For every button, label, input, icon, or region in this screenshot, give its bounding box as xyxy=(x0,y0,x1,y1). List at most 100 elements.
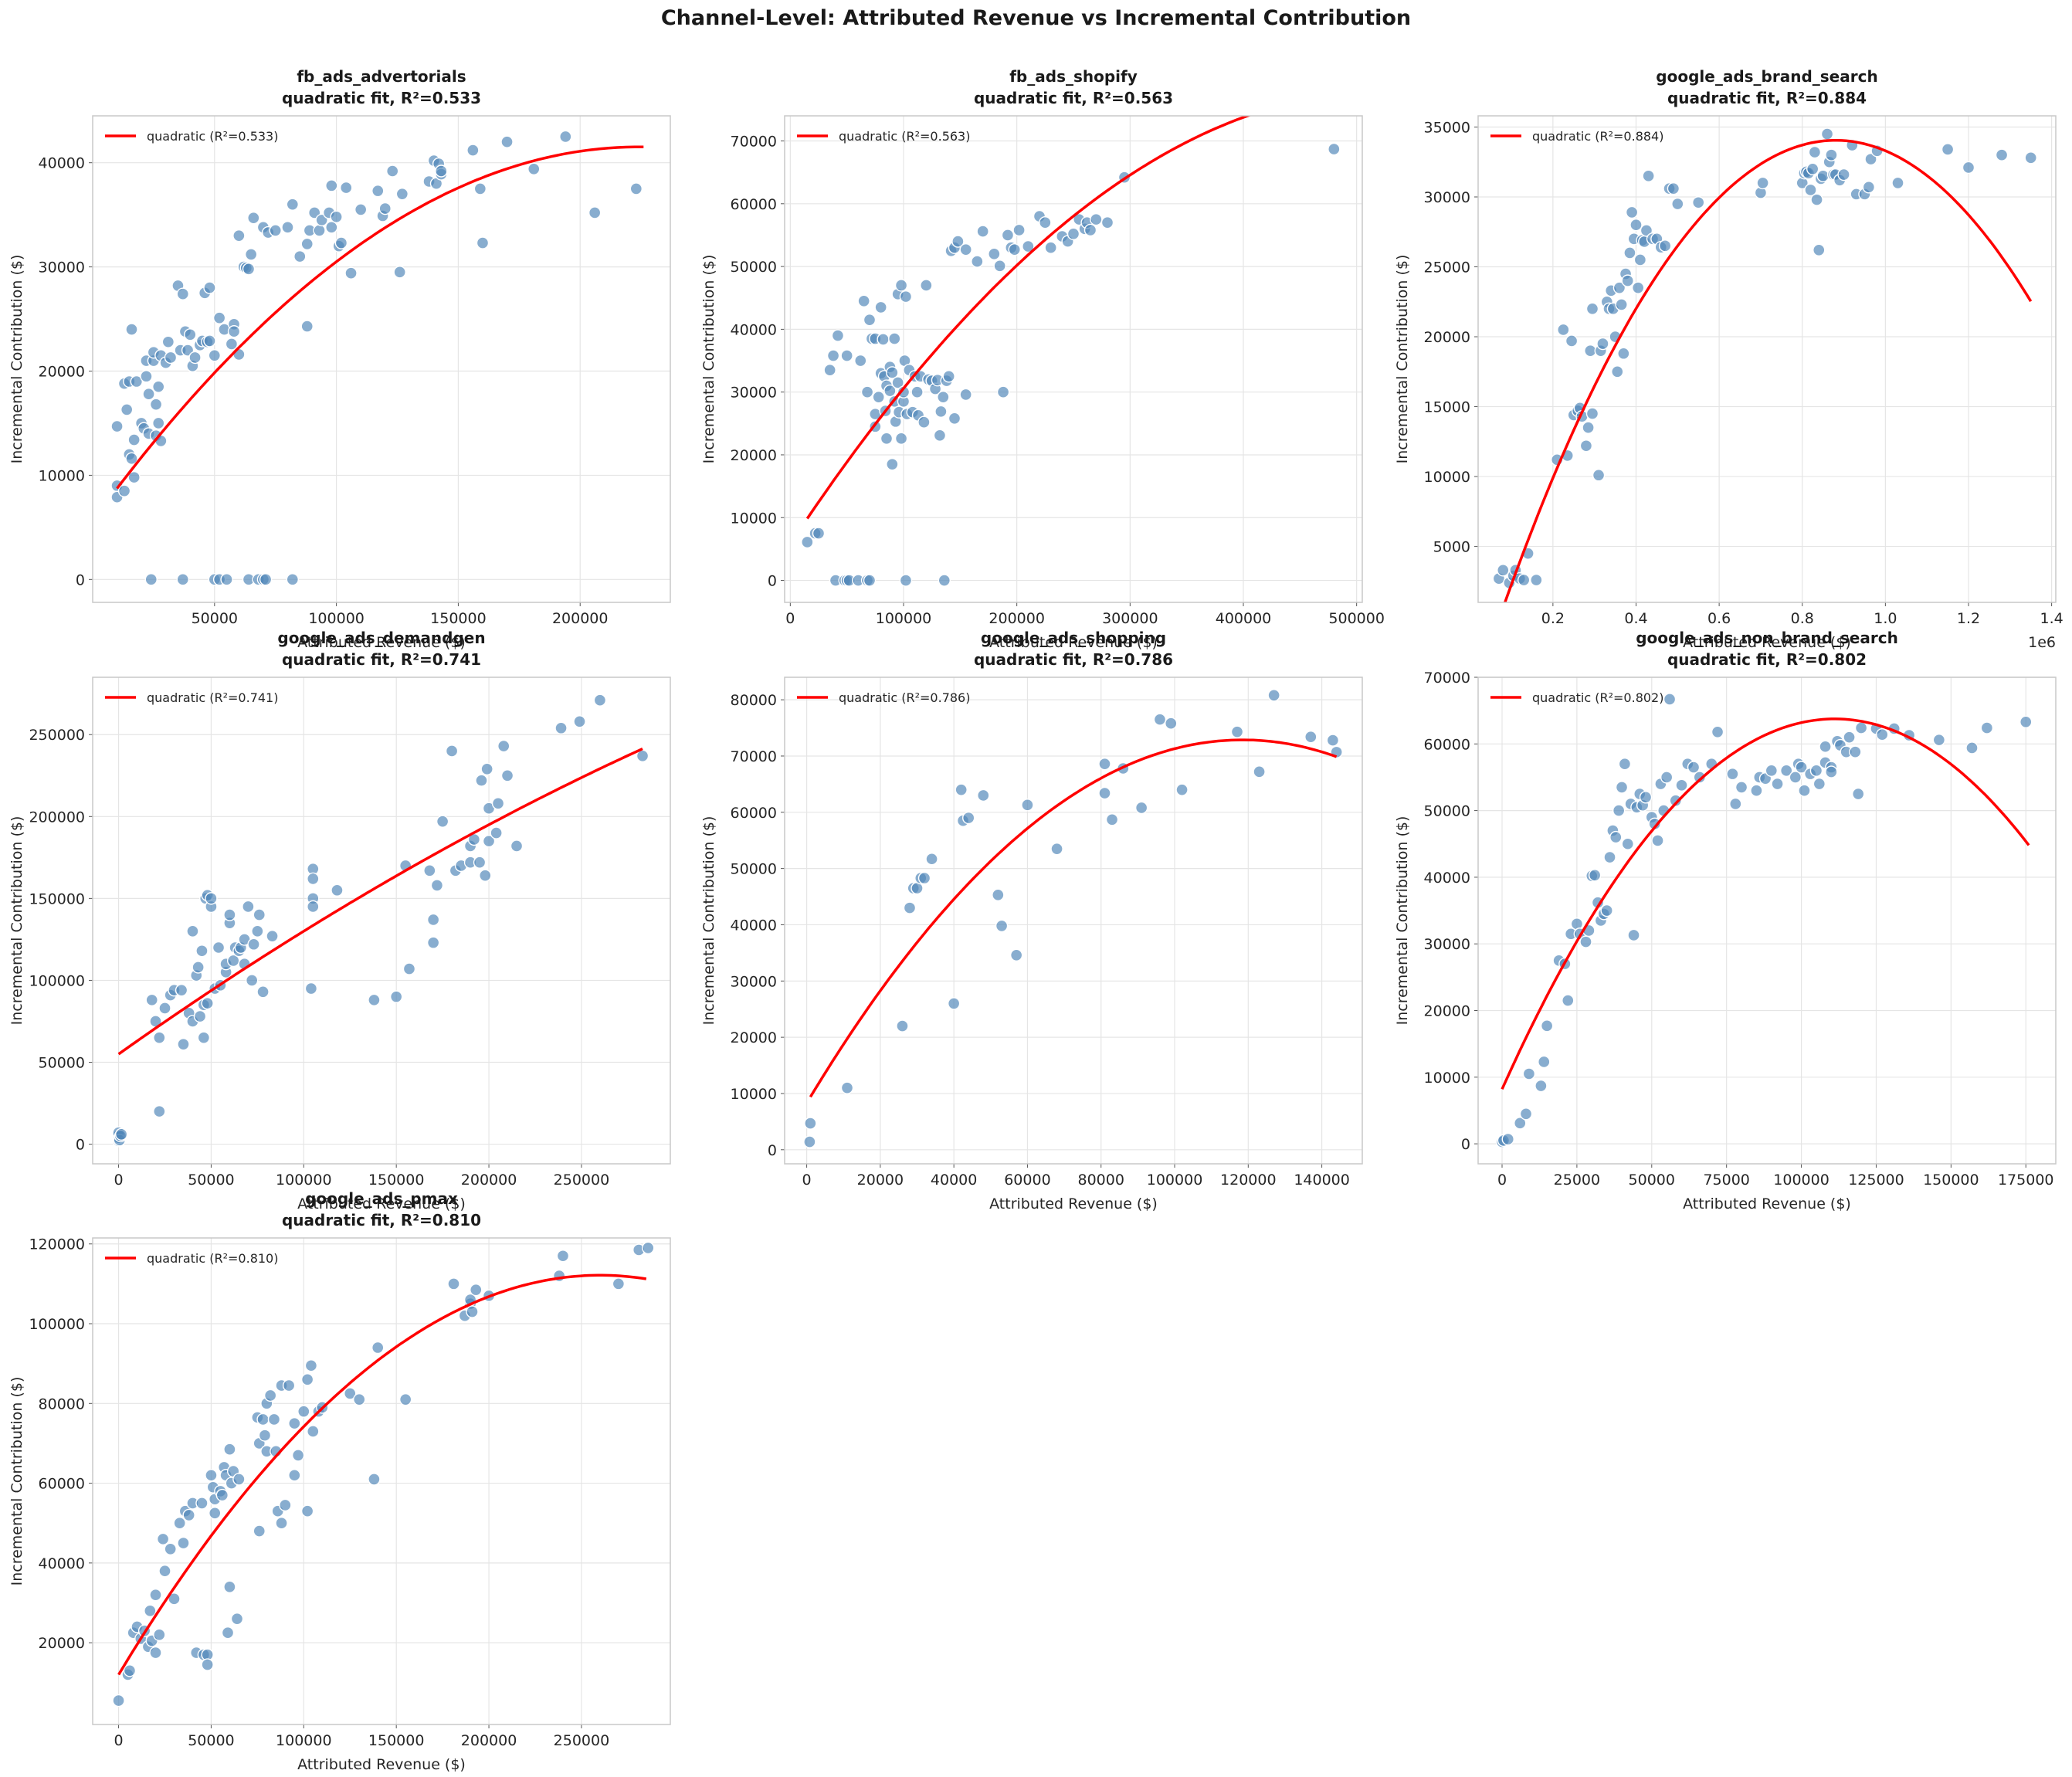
data-point xyxy=(195,944,209,958)
data-point xyxy=(206,1480,220,1494)
x-axis-label: Attributed Revenue ($) xyxy=(989,1195,1158,1212)
y-tick-label: 10000 xyxy=(1424,1070,1470,1087)
data-point xyxy=(269,224,282,237)
data-point xyxy=(1551,453,1564,466)
data-point xyxy=(1090,212,1103,226)
data-point xyxy=(253,908,266,921)
data-point xyxy=(386,164,399,178)
data-point xyxy=(112,1694,125,1707)
data-point xyxy=(629,182,643,195)
data-point xyxy=(880,379,894,392)
data-point xyxy=(253,1436,266,1450)
data-point xyxy=(159,356,172,369)
data-point xyxy=(933,429,947,442)
data-point xyxy=(1612,804,1626,817)
data-point xyxy=(944,244,958,257)
data-point xyxy=(1565,334,1579,348)
data-point xyxy=(959,388,972,402)
data-point xyxy=(447,1277,460,1290)
data-point xyxy=(121,1668,134,1681)
data-point xyxy=(911,385,924,398)
data-point xyxy=(1117,171,1131,184)
data-point xyxy=(275,1517,288,1530)
data-point xyxy=(190,968,203,982)
y-tick-label: 30000 xyxy=(1424,936,1470,953)
data-point xyxy=(214,978,227,992)
data-point xyxy=(1061,235,1074,248)
data-point xyxy=(804,1117,817,1130)
data-point xyxy=(371,184,385,198)
data-point xyxy=(195,334,209,348)
data-point xyxy=(812,527,826,540)
data-point xyxy=(877,370,891,383)
data-point xyxy=(1813,243,1826,256)
y-tick-label: 20000 xyxy=(39,1635,85,1652)
data-point xyxy=(1621,837,1634,850)
y-axis-label: Incremental Contribution ($) xyxy=(1394,255,1411,464)
data-point xyxy=(1267,689,1280,702)
data-point xyxy=(1816,169,1830,183)
data-point xyxy=(1902,728,1916,742)
data-point xyxy=(186,1015,199,1028)
x-tick-label: 0 xyxy=(802,1172,812,1189)
data-point xyxy=(201,1648,214,1661)
data-point xyxy=(300,1373,314,1386)
data-point xyxy=(1726,767,1739,781)
data-point xyxy=(110,490,124,504)
data-point xyxy=(1591,896,1605,909)
data-point xyxy=(1492,572,1506,585)
data-point xyxy=(1631,281,1645,294)
data-point xyxy=(177,1037,190,1051)
data-point xyxy=(1521,547,1535,560)
data-point xyxy=(308,206,321,219)
plot-area xyxy=(785,677,1362,1164)
data-point xyxy=(473,856,487,869)
data-point xyxy=(996,385,1010,398)
data-point xyxy=(288,1469,301,1482)
plot-area xyxy=(1478,116,2056,602)
data-point xyxy=(232,348,246,361)
data-point xyxy=(344,1387,357,1400)
data-point xyxy=(229,941,242,955)
data-point xyxy=(879,404,892,418)
data-point xyxy=(1561,449,1574,463)
data-point xyxy=(184,328,197,341)
data-point xyxy=(307,892,320,905)
data-point xyxy=(1887,722,1901,735)
data-point xyxy=(201,888,214,902)
data-point xyxy=(117,377,131,390)
data-point xyxy=(874,367,887,380)
data-point xyxy=(168,1592,181,1606)
x-axis-label: Attributed Revenue ($) xyxy=(1683,634,1851,651)
data-point xyxy=(1850,188,1863,201)
data-point xyxy=(482,834,496,848)
y-tick-label: 50000 xyxy=(39,1054,85,1071)
data-point xyxy=(1033,209,1046,223)
data-point xyxy=(925,853,938,866)
data-point xyxy=(1615,298,1628,311)
data-point xyxy=(869,332,882,345)
data-point xyxy=(251,1411,264,1424)
y-tick-label: 60000 xyxy=(731,196,777,213)
data-point xyxy=(1765,764,1779,778)
data-point xyxy=(127,1626,140,1640)
data-point xyxy=(1636,799,1650,812)
data-point xyxy=(632,1243,646,1256)
data-point xyxy=(1753,771,1766,784)
data-point xyxy=(218,1460,231,1474)
data-point xyxy=(1862,181,1876,194)
data-point xyxy=(888,395,901,409)
data-point xyxy=(1823,155,1836,168)
x-tick-label: 0.8 xyxy=(1791,610,1814,627)
data-point xyxy=(242,573,256,586)
data-point xyxy=(1519,1107,1533,1121)
data-point xyxy=(1540,1019,1554,1033)
data-point xyxy=(1039,215,1052,229)
data-point xyxy=(898,354,911,368)
data-point xyxy=(892,405,906,419)
data-point xyxy=(497,739,510,753)
data-point xyxy=(1806,162,1819,175)
data-point xyxy=(153,1104,166,1118)
data-point xyxy=(852,574,865,587)
data-point xyxy=(1840,745,1853,758)
